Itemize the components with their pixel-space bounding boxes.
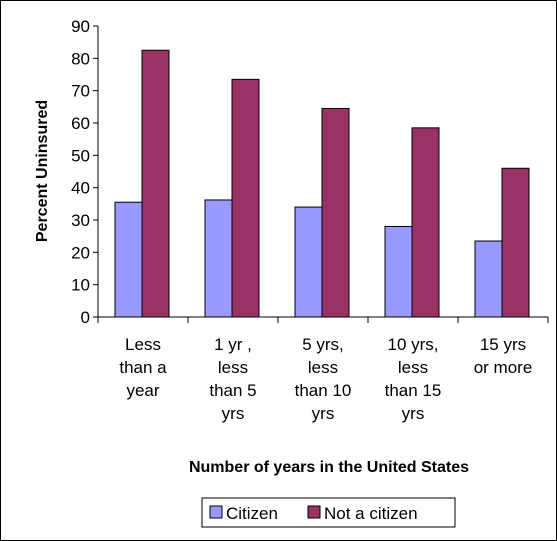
- bar-citizen: [204, 199, 233, 318]
- axes: [97, 26, 549, 323]
- y-tick-label: 50: [71, 146, 90, 165]
- x-category-label: 10 yrs,: [387, 335, 438, 354]
- x-category-label: yrs: [222, 404, 245, 423]
- x-category-label: 1 yr ,: [214, 335, 252, 354]
- y-tick-label: 0: [81, 308, 90, 327]
- x-category-label: yrs: [312, 404, 335, 423]
- bar-not-a-citizen: [231, 78, 260, 318]
- y-tick-label: 40: [71, 179, 90, 198]
- x-category-label: than 10: [295, 381, 352, 400]
- x-category-label: less: [308, 358, 338, 377]
- x-category-label: than 15: [385, 381, 442, 400]
- y-tick-label: 90: [71, 17, 90, 36]
- x-category-label: yrs: [402, 404, 425, 423]
- bar-not-a-citizen: [501, 167, 530, 318]
- legend-box: [201, 497, 456, 528]
- bar-not-a-citizen: [321, 107, 350, 318]
- y-axis-title: Percent Uninsured: [34, 100, 51, 242]
- y-axis-ticks: 0 10 20 30 40 50 60 70 80 90: [71, 17, 98, 327]
- bar-citizen: [294, 206, 323, 318]
- legend-swatch: [209, 505, 223, 519]
- x-category-label: than 5: [209, 381, 256, 400]
- legend-swatch: [307, 505, 321, 519]
- x-category-label: 15 yrs: [480, 335, 526, 354]
- x-category-label: less: [218, 358, 248, 377]
- bar-citizen: [114, 201, 143, 318]
- y-tick-label: 10: [71, 276, 90, 295]
- bars: [114, 49, 530, 318]
- x-category-label: year: [126, 381, 159, 400]
- x-category-label: than a: [119, 358, 167, 377]
- y-tick-label: 30: [71, 211, 90, 230]
- y-tick-label: 80: [71, 49, 90, 68]
- y-tick-label: 20: [71, 243, 90, 262]
- legend-label: Citizen: [226, 504, 278, 523]
- y-tick-label: 70: [71, 82, 90, 101]
- bar-citizen: [384, 225, 413, 318]
- bar-not-a-citizen: [411, 127, 440, 318]
- x-category-label: less: [398, 358, 428, 377]
- x-category-label: Less: [125, 335, 161, 354]
- x-axis-title: Number of years in the United States: [189, 459, 469, 476]
- legend-label: Not a citizen: [324, 504, 418, 523]
- category-labels: Less than a year 1 yr , less than 5 yrs 5 yrs, l…: [119, 335, 532, 423]
- legend: Citizen Not a citizen: [201, 497, 456, 528]
- x-category-label: 5 yrs,: [302, 335, 344, 354]
- x-category-label: or more: [474, 358, 533, 377]
- y-tick-label: 60: [71, 114, 90, 133]
- bar-citizen: [474, 240, 503, 318]
- bar-not-a-citizen: [141, 49, 170, 318]
